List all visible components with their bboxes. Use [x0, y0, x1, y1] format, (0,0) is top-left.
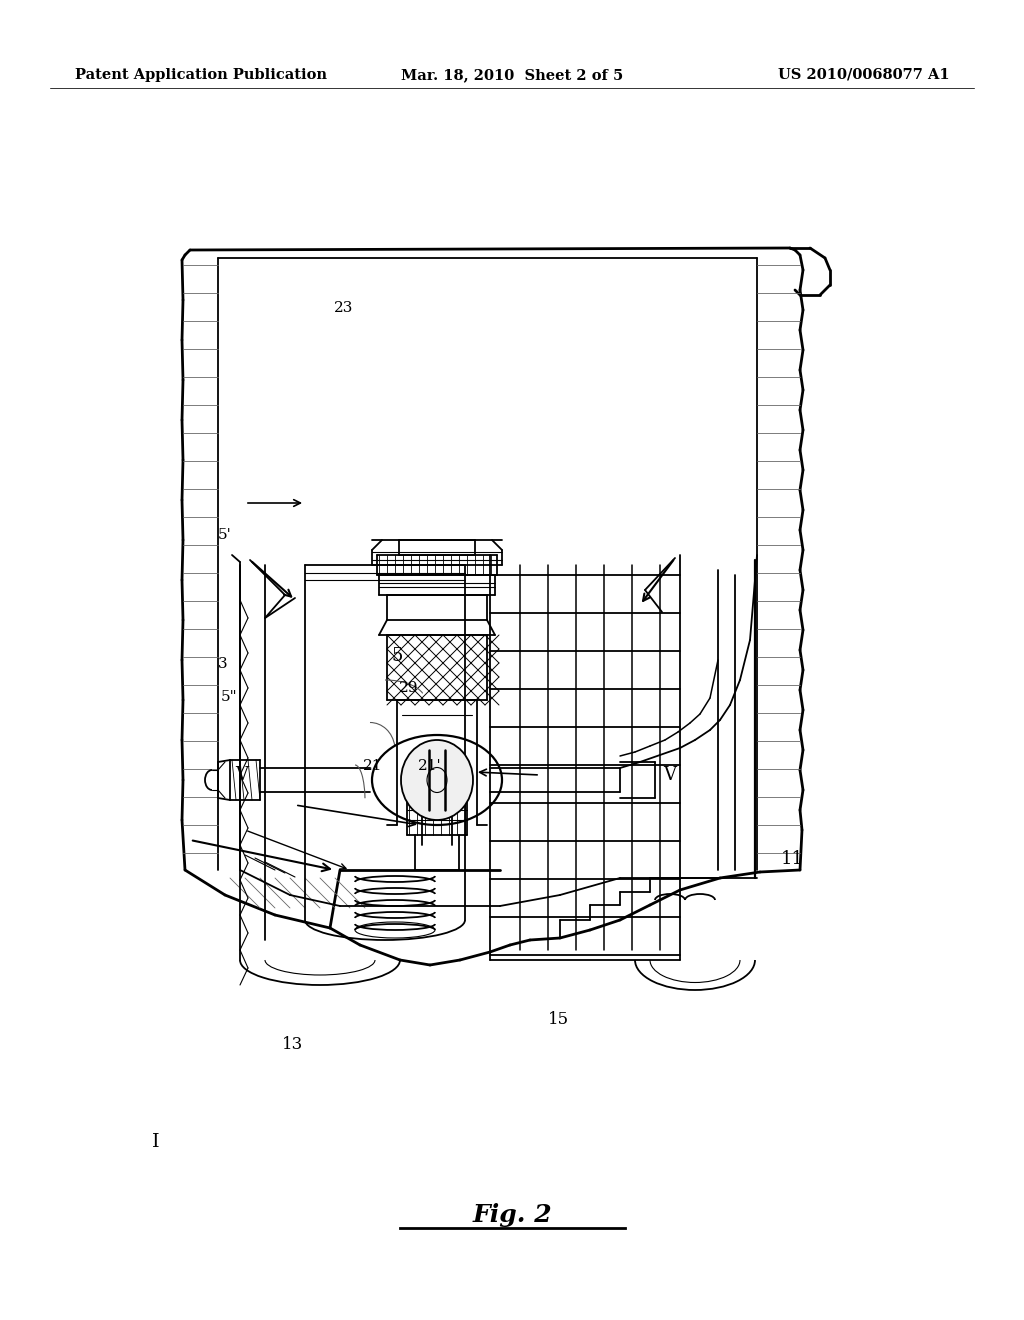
Text: 11: 11 — [780, 850, 803, 869]
Text: 5': 5' — [218, 528, 231, 541]
Text: Patent Application Publication: Patent Application Publication — [75, 69, 327, 82]
Text: 21: 21 — [362, 759, 383, 772]
Text: 29: 29 — [399, 681, 419, 694]
Text: Mar. 18, 2010  Sheet 2 of 5: Mar. 18, 2010 Sheet 2 of 5 — [400, 69, 624, 82]
Text: V: V — [664, 766, 676, 784]
Text: 21': 21' — [418, 759, 441, 772]
Text: 15: 15 — [548, 1011, 569, 1027]
Text: I: I — [152, 1133, 159, 1151]
Text: V: V — [236, 766, 248, 784]
Text: 3: 3 — [218, 657, 227, 671]
Text: 13: 13 — [282, 1036, 303, 1052]
Text: Fig. 2: Fig. 2 — [472, 1203, 552, 1228]
Text: 23: 23 — [334, 301, 353, 314]
Ellipse shape — [401, 741, 473, 820]
Text: US 2010/0068077 A1: US 2010/0068077 A1 — [778, 69, 950, 82]
Text: 5": 5" — [221, 690, 238, 704]
Text: 5: 5 — [391, 647, 402, 665]
